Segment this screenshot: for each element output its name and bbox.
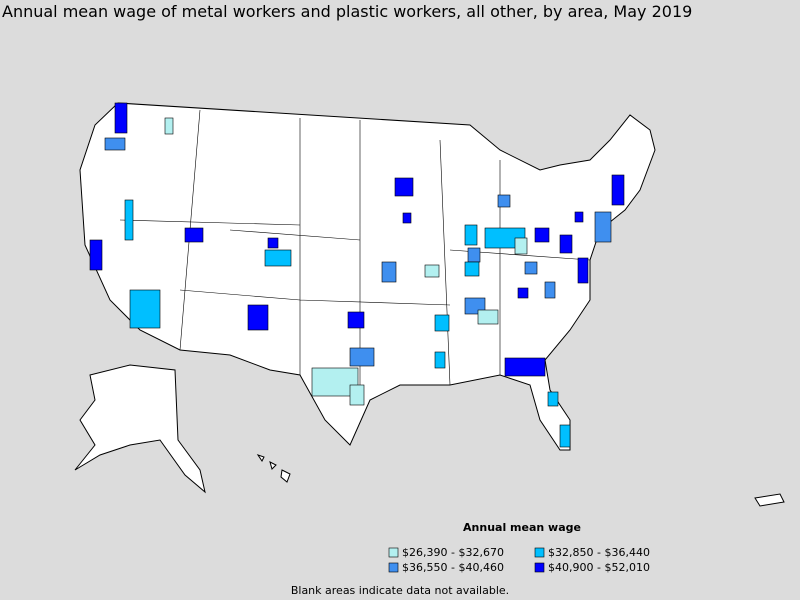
- area-region: [89, 239, 103, 271]
- area-region: [559, 424, 571, 448]
- legend-label: $32,850 - $36,440: [548, 546, 650, 559]
- area-region: [467, 247, 481, 263]
- area-region: [464, 224, 478, 246]
- area-region: [504, 357, 546, 377]
- area-region: [394, 177, 414, 197]
- legend-swatch: [534, 547, 545, 558]
- area-region: [402, 212, 412, 224]
- area-region: [164, 117, 174, 135]
- area-region: [517, 287, 529, 299]
- area-region: [464, 261, 480, 277]
- area-region: [544, 281, 556, 299]
- area-region: [497, 194, 511, 208]
- legend-swatch: [388, 547, 399, 558]
- area-region: [594, 211, 612, 243]
- area-region: [514, 237, 528, 255]
- area-region: [347, 311, 365, 329]
- hawaii: [256, 454, 291, 483]
- area-region: [524, 261, 538, 275]
- note: Blank areas indicate data not available.: [291, 584, 509, 597]
- area-region: [124, 199, 134, 241]
- legend-label: $40,900 - $52,010: [548, 561, 650, 574]
- area-region: [534, 227, 550, 243]
- legend: $26,390 - $32,670 $36,550 - $40,460 $32,85…: [388, 546, 650, 574]
- legend-label: $36,550 - $40,460: [402, 561, 504, 574]
- area-region: [424, 264, 440, 278]
- puerto-rico: [754, 493, 785, 507]
- area-region: [264, 249, 292, 267]
- map-title: Annual mean wage of metal workers and pl…: [2, 2, 692, 21]
- area-region: [247, 304, 269, 331]
- areas: [89, 102, 625, 448]
- area-region: [434, 351, 446, 369]
- area-region: [267, 237, 279, 249]
- alaska: [74, 364, 206, 494]
- area-region: [184, 227, 204, 243]
- legend-title: Annual mean wage: [463, 521, 581, 534]
- area-region: [574, 211, 584, 223]
- area-region: [114, 102, 128, 134]
- area-region: [129, 289, 161, 329]
- area-region: [349, 384, 365, 406]
- area-region: [547, 391, 559, 407]
- area-region: [559, 234, 573, 254]
- area-region: [349, 347, 375, 367]
- legend-swatch: [534, 562, 545, 573]
- area-region: [611, 174, 625, 206]
- legend-swatch: [388, 562, 399, 573]
- area-region: [434, 314, 450, 332]
- area-region: [477, 309, 499, 325]
- area-region: [104, 137, 126, 151]
- area-region: [381, 261, 397, 283]
- area-region: [577, 257, 589, 284]
- legend-label: $26,390 - $32,670: [402, 546, 504, 559]
